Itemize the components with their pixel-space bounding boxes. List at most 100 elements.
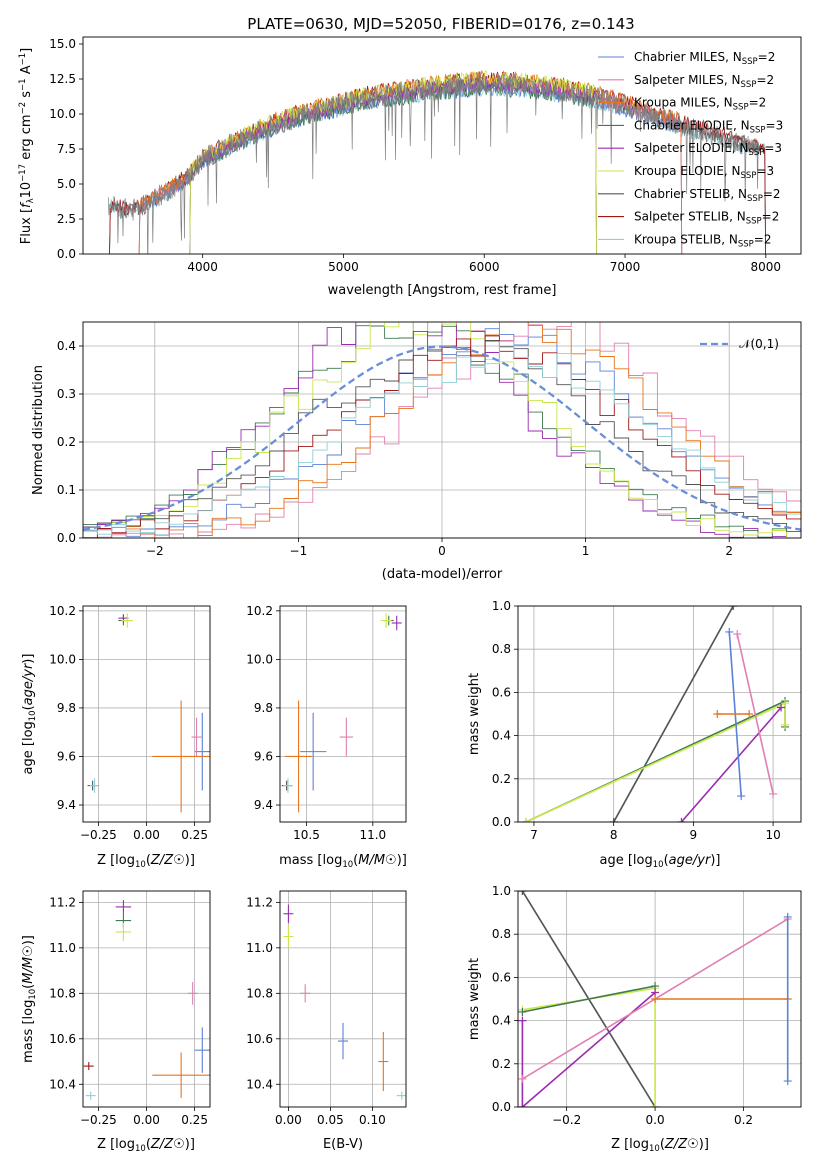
age-metallicity-panel: −0.25 0.00 0.25 9.4 9.6 9.8 10.0 10.2 xyxy=(49,604,211,842)
spectrum-legend: Chabrier MILES, NSSP=2 Salpeter MILES, NS… xyxy=(598,50,783,249)
x-tick-label: 8 xyxy=(610,828,618,842)
mass-metallicity-ylabel: mass [log10(M/M☉)] xyxy=(21,935,38,1063)
x-tick-label: 0.00 xyxy=(133,1113,160,1127)
x-tick-label: 10 xyxy=(765,828,780,842)
spectrum-xlabel: wavelength [Angstrom, rest frame] xyxy=(328,283,557,298)
data-point xyxy=(187,981,198,1005)
y-tick-label: 7.5 xyxy=(57,142,76,156)
weight-marker xyxy=(729,606,738,610)
data-point xyxy=(115,922,132,942)
y-tick-label: 9.8 xyxy=(57,701,76,715)
mass-extinction-xlabel: E(B-V) xyxy=(323,1137,363,1152)
y-tick-label: 11.0 xyxy=(246,941,273,955)
data-point xyxy=(152,700,210,813)
y-tick-label: 15.0 xyxy=(49,37,76,51)
x-tick-label: 0.25 xyxy=(181,828,208,842)
residual-histogram xyxy=(83,341,801,535)
weight-metallicity-ylabel: mass weight xyxy=(467,958,482,1040)
age-mass-panel-frame xyxy=(279,605,407,823)
x-tick-label: 2 xyxy=(725,544,733,558)
y-tick-label: 0.6 xyxy=(492,685,511,699)
weight-metallicity-xlabel: Z [log10(Z/Z☉)] xyxy=(611,1137,709,1154)
legend-entry: Salpeter MILES, NSSP=2 xyxy=(634,73,774,90)
y-tick-label: 10.0 xyxy=(246,652,273,666)
weight-marker xyxy=(677,818,686,822)
y-tick-label: 10.6 xyxy=(246,1032,273,1046)
mass-metallicity-panel-content xyxy=(83,900,210,1100)
weight-age-ylabel: mass weight xyxy=(467,673,482,755)
y-tick-label: 0.2 xyxy=(57,435,76,449)
weight-marker xyxy=(783,1077,792,1086)
weight-age-panel: 7 8 9 10 0.0 0.2 0.4 0.6 0.8 1.0 xyxy=(492,599,802,842)
normal-legend-label: 𝒩(0,1) xyxy=(739,337,779,351)
data-point xyxy=(396,1091,406,1100)
weight-age-panel-content xyxy=(521,606,790,822)
data-point xyxy=(191,717,202,757)
y-tick-label: 0.6 xyxy=(492,970,511,984)
x-tick-label: 7000 xyxy=(610,260,641,274)
weight-line xyxy=(680,706,782,822)
x-tick-label: 7 xyxy=(530,828,538,842)
y-tick-label: 9.4 xyxy=(254,798,273,812)
y-tick-label: 9.6 xyxy=(254,749,273,763)
x-tick-label: −0.25 xyxy=(80,828,117,842)
weight-marker xyxy=(783,912,792,921)
data-point xyxy=(152,1052,210,1098)
y-tick-label: 10.4 xyxy=(49,1077,76,1091)
weight-marker xyxy=(781,699,790,708)
data-point xyxy=(378,1031,389,1092)
data-point xyxy=(380,613,392,628)
weight-marker xyxy=(725,627,734,636)
x-tick-label: 6000 xyxy=(469,260,500,274)
weight-marker xyxy=(518,1074,527,1083)
x-tick-label: −1 xyxy=(290,544,308,558)
y-tick-label: 0.0 xyxy=(57,531,76,545)
y-tick-label: 0.0 xyxy=(57,247,76,261)
data-point xyxy=(194,712,210,791)
residual-histogram xyxy=(83,322,801,538)
x-tick-label: 4000 xyxy=(187,260,218,274)
weight-marker xyxy=(769,789,778,798)
data-point xyxy=(283,925,294,948)
data-point xyxy=(121,613,134,628)
y-tick-label: 10.6 xyxy=(49,1032,76,1046)
mass-metallicity-panel: −0.25 0.00 0.25 10.4 10.6 10.8 11.0 11.2 xyxy=(49,890,211,1127)
weight-marker xyxy=(651,1103,660,1107)
x-tick-label: 0.25 xyxy=(181,1113,208,1127)
weight-line xyxy=(521,991,656,1107)
weight-marker xyxy=(651,995,660,1003)
y-tick-label: 11.2 xyxy=(49,895,76,909)
x-tick-label: 0 xyxy=(438,544,446,558)
data-spectrum-line xyxy=(107,72,760,254)
weight-marker xyxy=(518,1016,527,1025)
spectrum-panel-overlay: 4000 5000 6000 7000 8000 0.0 2.5 5.0 7.5 10.0 12.5… xyxy=(49,36,802,274)
mass-extinction-panel-frame xyxy=(279,890,407,1108)
data-point xyxy=(194,1027,210,1073)
y-tick-label: 12.5 xyxy=(49,72,76,86)
y-tick-label: 0.2 xyxy=(492,1057,511,1071)
spectrum-panel: 4000 5000 6000 7000 8000 0.0 2.5 5.0 7.5 10.0 12.5… xyxy=(49,36,802,274)
weight-metallicity-panel-content xyxy=(518,891,792,1107)
y-tick-label: 0.0 xyxy=(492,815,511,829)
x-tick-label: 10.5 xyxy=(293,828,320,842)
x-tick-label: −2 xyxy=(146,544,164,558)
y-tick-label: 10.8 xyxy=(246,986,273,1000)
legend-entry: Kroupa ELODIE, NSSP=3 xyxy=(634,164,774,181)
figure-title: PLATE=0630, MJD=52050, FIBERID=0176, z=0… xyxy=(247,15,634,33)
y-tick-label: 0.8 xyxy=(492,927,511,941)
age-metallicity-xlabel: Z [log10(Z/Z☉)] xyxy=(97,853,195,870)
mass-metallicity-panel-overlay: −0.25 0.00 0.25 10.4 10.6 10.8 11.0 11.2 xyxy=(49,890,211,1127)
x-tick-label: 0.05 xyxy=(317,1113,344,1127)
weight-age-xlabel: age [log10(age/yr)] xyxy=(600,853,721,870)
legend-entry: Salpeter ELODIE, NSSP=3 xyxy=(634,141,782,158)
y-tick-label: 9.4 xyxy=(57,798,76,812)
legend-entry: Chabrier ELODIE, NSSP=3 xyxy=(634,118,783,135)
data-point xyxy=(300,984,311,1003)
residual-panel: −2 −1 0 1 2 0.0 0.1 0.2 0.3 0.4 𝒩(0,1) xyxy=(57,321,802,558)
age-mass-panel: 10.5 11.0 9.4 9.6 9.8 10.0 10.2 xyxy=(246,604,407,842)
age-metallicity-panel-content xyxy=(87,613,210,813)
y-tick-label: 0.4 xyxy=(492,729,511,743)
data-point xyxy=(285,700,312,813)
weight-marker xyxy=(781,720,790,729)
x-tick-label: 0.2 xyxy=(734,1113,753,1127)
